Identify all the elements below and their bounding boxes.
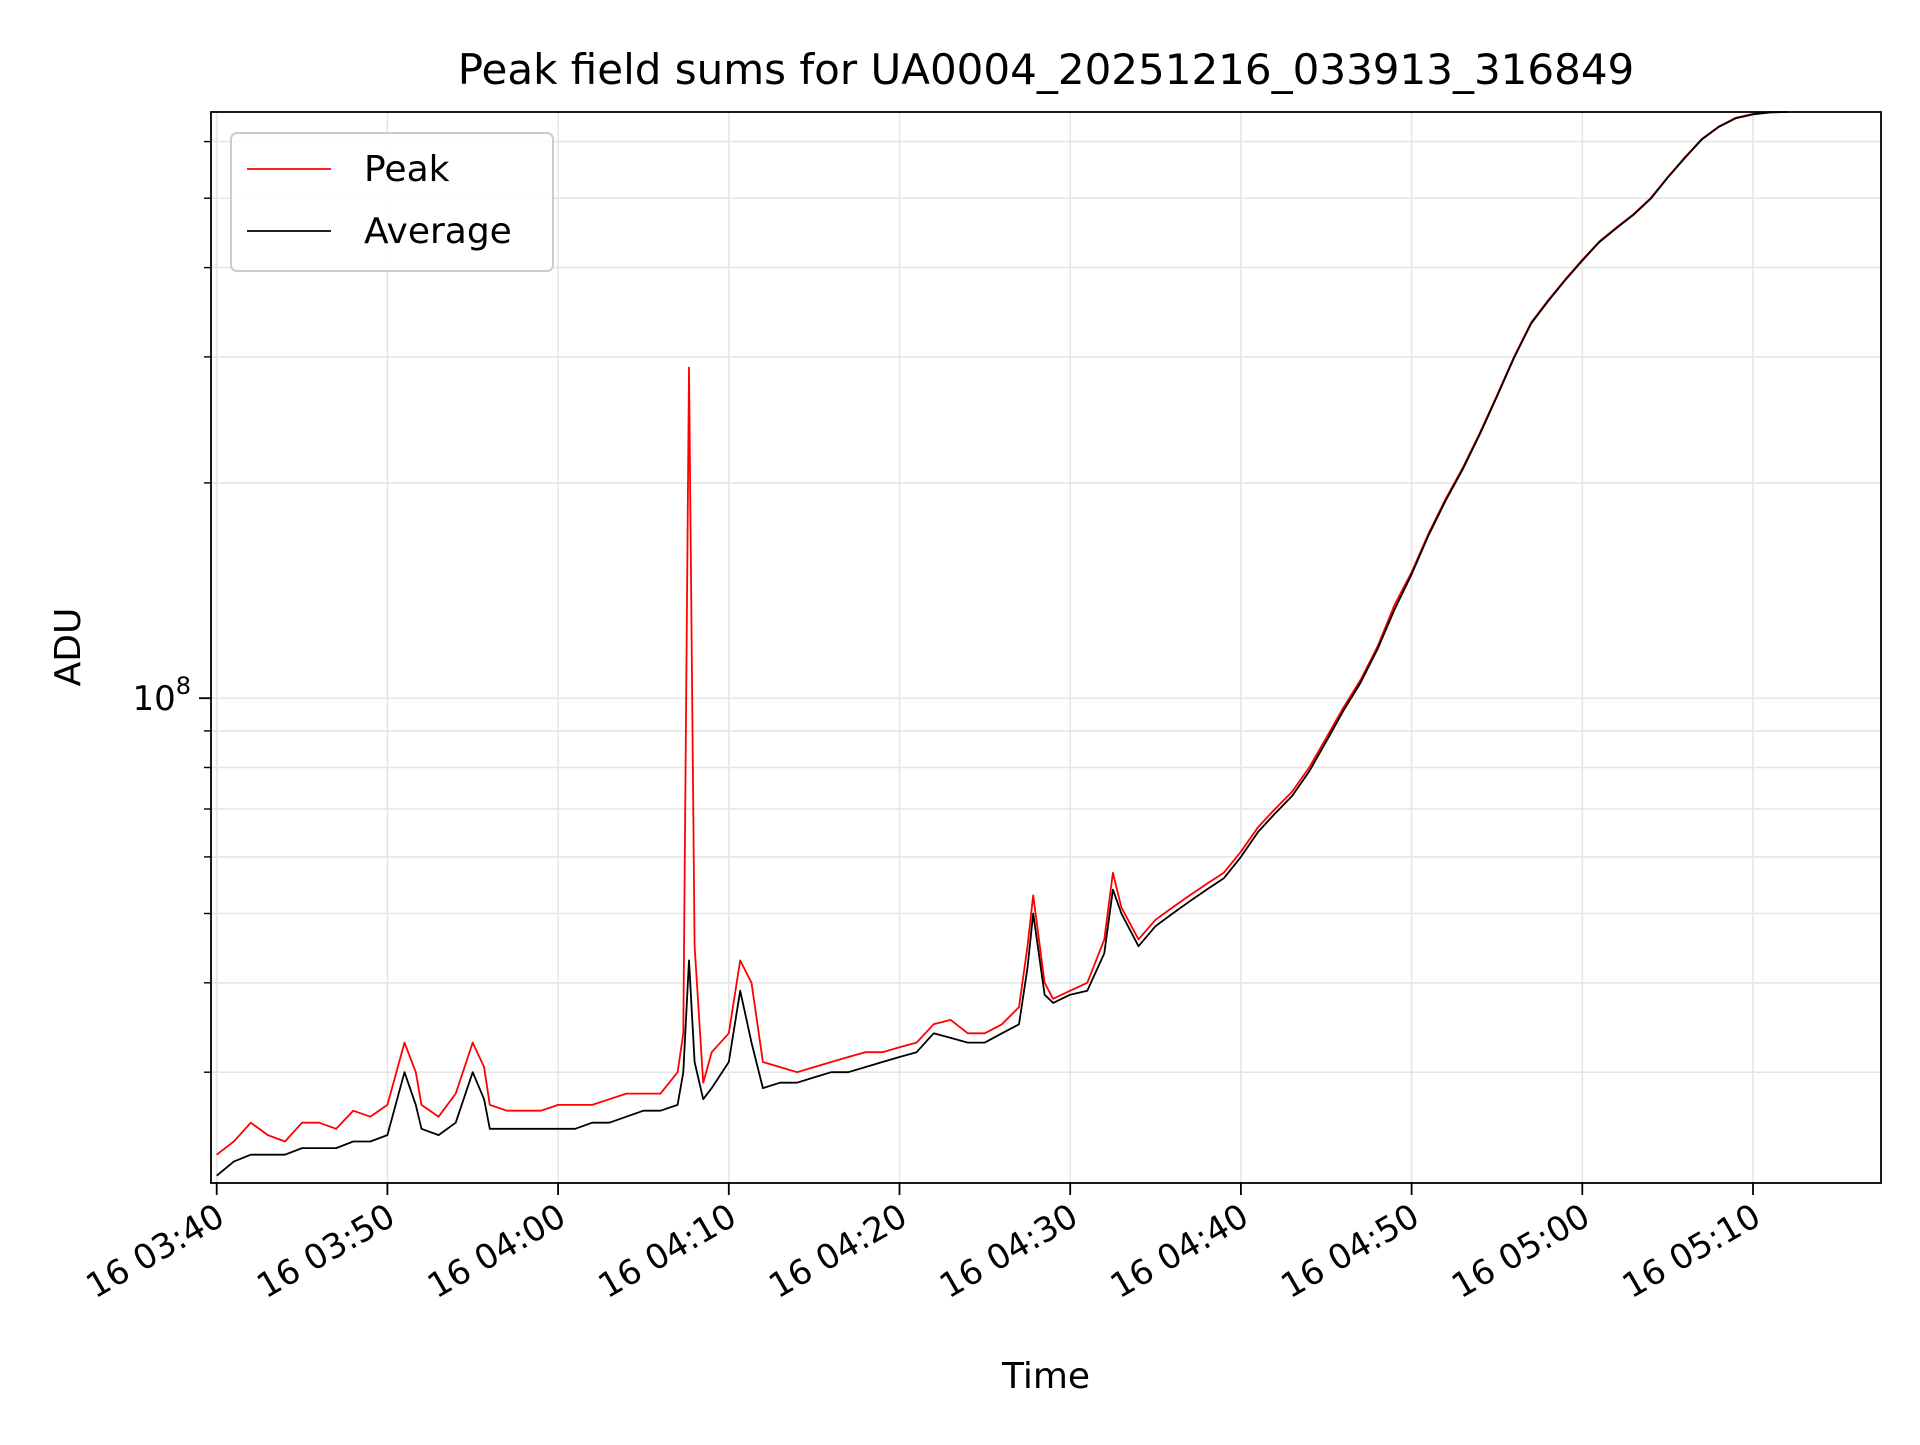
x-axis-label: Time <box>1001 1356 1090 1397</box>
legend-label-average: Average <box>364 211 512 252</box>
legend: Peak Average <box>230 132 554 272</box>
plot-frame <box>210 111 1882 1184</box>
legend-box <box>230 132 554 272</box>
series-lines <box>216 111 1788 1177</box>
series-line-average <box>216 111 1788 1177</box>
y-axis-ticks: 108 <box>132 140 211 1073</box>
legend-label-peak: Peak <box>364 149 450 190</box>
chart-title: Peak field sums for UA0004_20251216_0339… <box>458 45 1635 94</box>
y-tick-label: 108 <box>132 672 191 719</box>
y-axis-label: ADU <box>48 608 89 687</box>
grid <box>211 112 1881 1183</box>
